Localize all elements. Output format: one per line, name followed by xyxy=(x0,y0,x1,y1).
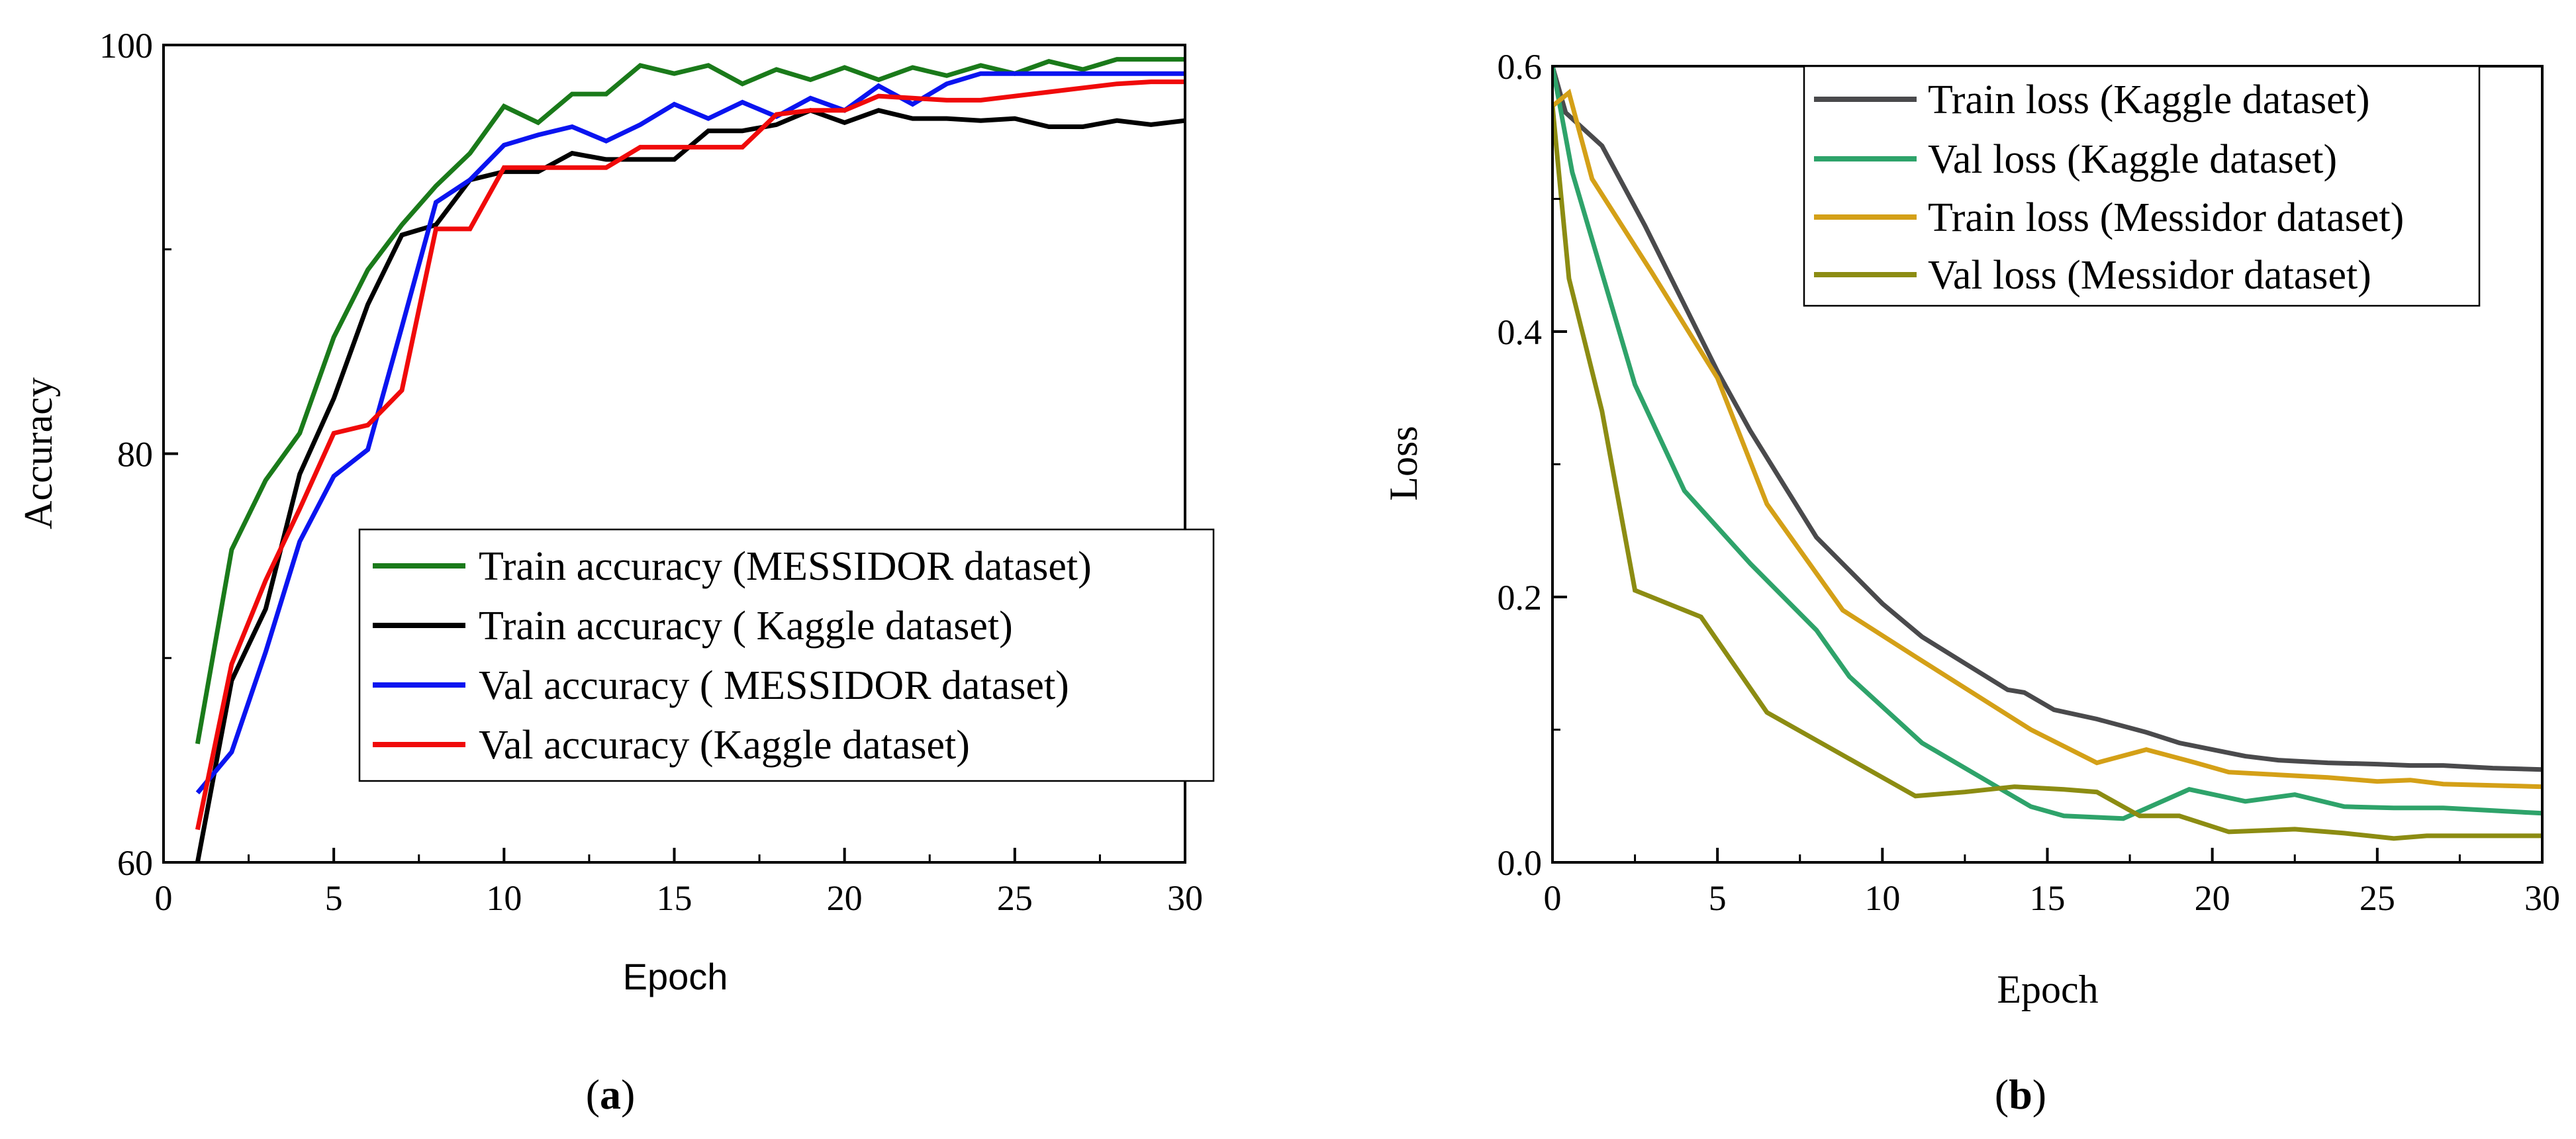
panel-b-y-tick-label-3: 0.6 xyxy=(1498,47,1543,87)
legend-a-label-1: Train accuracy ( Kaggle dataset) xyxy=(479,604,1013,649)
panel-a-series-line-3 xyxy=(195,79,1185,831)
panel-b-x-axis-title: Epoch xyxy=(1997,968,2098,1011)
panel-b-x-tick-label-4: 20 xyxy=(2195,878,2230,918)
panel-b: 0 5 10 15 20 25 30 0.0 0.2 0.4 0.6 Train loss (Kag… xyxy=(1382,47,2560,1118)
panel-b-series-line-0 xyxy=(1552,66,2542,772)
panel-b-label-letter: b xyxy=(2009,1071,2032,1118)
panel-b-legend: Train loss (Kaggle dataset) Val loss (Ka… xyxy=(1803,65,2481,307)
panel-b-y-axis-title: Loss xyxy=(1382,426,1425,500)
panel-a-y-axis-title: Accuracy xyxy=(17,377,60,529)
panel-b-x-tick-label-6: 30 xyxy=(2524,878,2560,918)
panel-b-series-line-3 xyxy=(1552,105,2542,841)
legend-b-label-3: Val loss (Messidor dataset) xyxy=(1928,253,2371,298)
panel-a-y-tick-label-0: 60 xyxy=(117,843,153,883)
panel-b-series-group xyxy=(1552,66,2542,841)
legend-a-label-0: Train accuracy (MESSIDOR dataset) xyxy=(479,544,1092,589)
panel-b-x-tick-label-2: 10 xyxy=(1864,878,1900,918)
panel-a-label-close: ) xyxy=(621,1071,635,1118)
panel-b-series-line-1 xyxy=(1552,66,2542,821)
panel-b-legend-box xyxy=(1803,65,2481,307)
panel-a-series-line-2 xyxy=(195,71,1185,795)
legend-a-label-3: Val accuracy (Kaggle dataset) xyxy=(479,723,970,768)
legend-b-label-0: Train loss (Kaggle dataset) xyxy=(1928,77,2370,122)
legend-b-label-1: Val loss (Kaggle dataset) xyxy=(1928,137,2337,182)
panel-b-label: (b) xyxy=(1995,1071,2046,1118)
panel-b-label-close: ) xyxy=(2032,1071,2046,1118)
panel-b-x-tick-label-3: 15 xyxy=(2030,878,2066,918)
panel-a-x-tick-label-2: 10 xyxy=(486,878,522,918)
panel-a-label-letter: a xyxy=(600,1071,621,1118)
panel-a-series-group xyxy=(195,57,1185,862)
panel-b-x-tick-label-0: 0 xyxy=(1544,878,1562,918)
legend-b-label-2: Train loss (Messidor dataset) xyxy=(1928,195,2404,240)
panel-a-y-tick-label-2: 100 xyxy=(99,26,153,66)
panel-b-y-tick-label-1: 0.2 xyxy=(1498,578,1543,617)
panel-b-x-tick-label-1: 5 xyxy=(1709,878,1727,918)
panel-b-y-tick-label-2: 0.4 xyxy=(1498,312,1543,352)
panel-b-label-open: ( xyxy=(1995,1071,2009,1118)
panel-b-x-tick-label-5: 25 xyxy=(2360,878,2395,918)
panel-b-y-tick-label-0: 0.0 xyxy=(1498,843,1543,883)
panel-a-x-tick-label-4: 20 xyxy=(827,878,863,918)
panel-a-ticks-group: 0 5 10 15 20 25 30 60 80 100 xyxy=(99,26,1203,918)
panel-a-label: (a) xyxy=(586,1071,636,1118)
panel-a-label-open: ( xyxy=(586,1071,600,1118)
panel-a-x-tick-label-6: 30 xyxy=(1167,878,1203,918)
panel-a-x-tick-label-5: 25 xyxy=(997,878,1033,918)
panel-a-x-axis-title: Epoch xyxy=(623,956,728,997)
panel-a-legend-box xyxy=(358,528,1215,782)
panel-a: 0 5 10 15 20 25 30 60 80 100 Train accuracy (MESS… xyxy=(17,26,1215,1118)
panel-a-x-tick-label-3: 15 xyxy=(657,878,692,918)
panel-a-legend: Train accuracy (MESSIDOR dataset) Train … xyxy=(358,528,1215,782)
panel-a-x-tick-label-1: 5 xyxy=(325,878,343,918)
panel-a-x-tick-label-0: 0 xyxy=(155,878,173,918)
panel-a-y-tick-label-1: 80 xyxy=(117,435,153,475)
legend-a-label-2: Val accuracy ( MESSIDOR dataset) xyxy=(479,663,1069,708)
panel-b-ticks-group: 0 5 10 15 20 25 30 0.0 0.2 0.4 0.6 xyxy=(1498,47,2561,918)
panel-b-series-line-2 xyxy=(1552,88,2542,790)
